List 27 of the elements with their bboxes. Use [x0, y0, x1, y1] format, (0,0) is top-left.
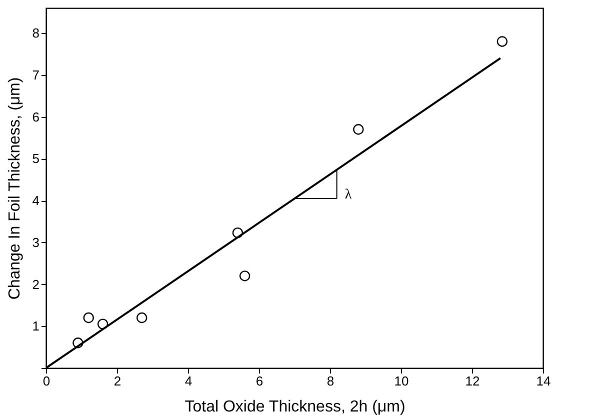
point [83, 312, 94, 324]
point [97, 318, 108, 330]
point [239, 270, 250, 282]
x-tick-label: 6 [256, 374, 264, 388]
x-axis-title: Total Oxide Thickness, 2h (μm) [184, 398, 406, 416]
x-tick-label: 4 [184, 374, 192, 388]
annotation: λ [344, 188, 352, 203]
x-tick-label: 10 [394, 374, 409, 388]
y-tick-label: 3 [32, 234, 40, 250]
x-tick-label: 2 [114, 374, 122, 388]
y-tick-label: 2 [32, 276, 40, 292]
x-tick-label: 0 [42, 374, 50, 388]
x-tick-label: 14 [536, 374, 551, 388]
y-tick-label: 4 [32, 193, 40, 208]
y-tick-label: 1 [32, 318, 40, 334]
y-tick-label: 7 [32, 67, 40, 82]
y-tick-label: 5 [32, 151, 40, 166]
point [232, 227, 244, 238]
y-tick-label: 8 [32, 26, 40, 41]
y-tick-label: 6 [32, 109, 40, 124]
point [353, 124, 364, 135]
x-tick-label: 12 [465, 374, 480, 388]
point [496, 36, 508, 47]
y-axis-title: Change In Foil Thickness, (μm) [6, 77, 24, 300]
point [136, 312, 148, 324]
point [72, 338, 84, 348]
x-tick-label: 8 [326, 374, 334, 388]
